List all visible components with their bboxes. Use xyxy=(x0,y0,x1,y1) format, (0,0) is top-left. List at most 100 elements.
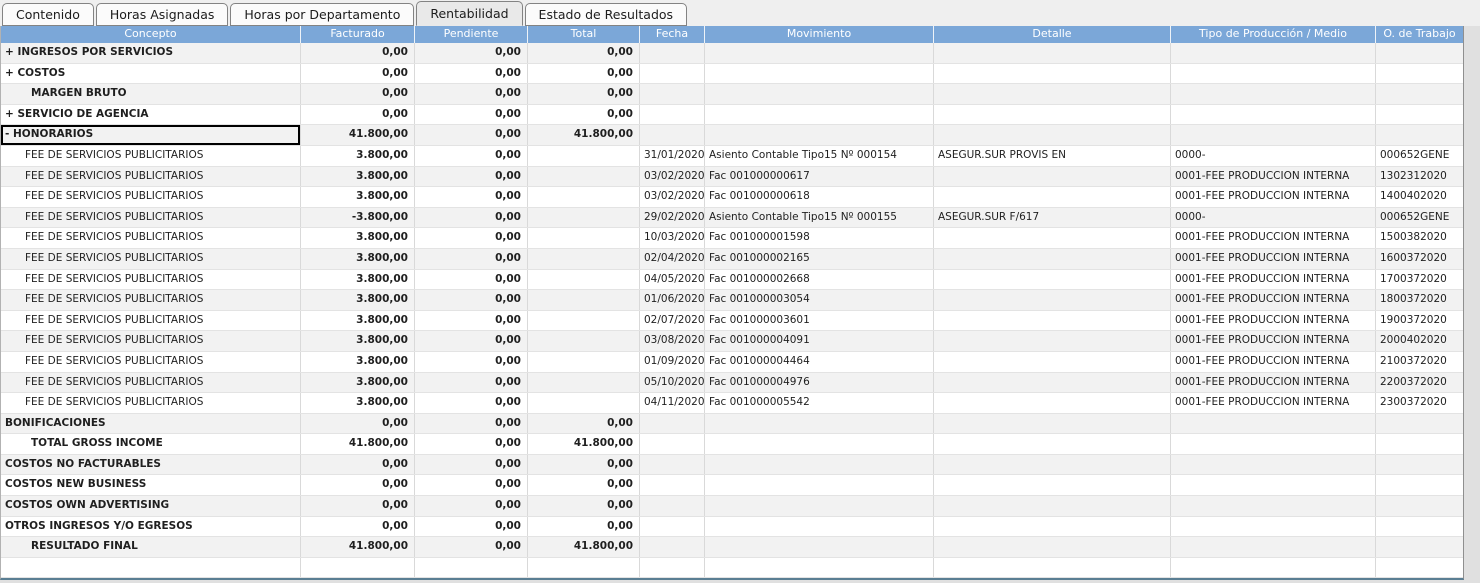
cell-pendiente[interactable]: 0,00 xyxy=(415,145,528,166)
table-row[interactable]: FEE DE SERVICIOS PUBLICITARIOS 3.800,00 0,… xyxy=(1,187,1463,208)
cell-concepto[interactable]: COSTOS NO FACTURABLES xyxy=(1,454,301,475)
cell-concepto[interactable]: COSTOS NEW BUSINESS xyxy=(1,475,301,496)
cell-movimiento[interactable]: Fac 001000003601 xyxy=(705,310,934,331)
cell-pendiente[interactable]: 0,00 xyxy=(415,228,528,248)
cell-total[interactable]: 41.800,00 xyxy=(528,125,640,145)
cell-movimiento[interactable]: Fac 001000002165 xyxy=(705,248,934,269)
table-row[interactable]: FEE DE SERVICIOS PUBLICITARIOS 3.800,00 0,… xyxy=(1,372,1463,394)
column-header-orden[interactable]: O. de Trabajo xyxy=(1383,27,1456,40)
table-row[interactable]: RESULTADO FINAL 41.800,00 0,00 41.800,00 xyxy=(1,537,1463,558)
cell-total[interactable] xyxy=(528,393,640,413)
cell-tipo[interactable] xyxy=(1171,43,1376,63)
cell-facturado[interactable]: 0,00 xyxy=(301,454,415,475)
cell-orden[interactable] xyxy=(1376,105,1463,125)
column-header-tipo[interactable]: Tipo de Producción / Medio xyxy=(1171,26,1376,43)
cell-facturado[interactable]: -3.800,00 xyxy=(301,207,415,228)
cell-tipo[interactable]: 0001-FEE PRODUCCION INTERNA xyxy=(1171,290,1376,310)
cell-fecha[interactable] xyxy=(640,63,705,84)
cell-facturado[interactable]: 3.800,00 xyxy=(301,351,415,372)
cell-concepto[interactable]: OTROS INGRESOS Y/O EGRESOS xyxy=(1,516,301,537)
table-row[interactable]: TOTAL GROSS INCOME 41.800,00 0,00 41.800,00 xyxy=(1,434,1463,455)
table-row[interactable]: MARGEN BRUTO 0,00 0,00 0,00 xyxy=(1,84,1463,105)
cell-orden[interactable]: 2000402020 xyxy=(1380,334,1447,347)
cell-concepto[interactable] xyxy=(1,557,301,578)
cell-fecha[interactable] xyxy=(640,516,705,537)
cell-concepto[interactable]: FEE DE SERVICIOS PUBLICITARIOS xyxy=(1,248,301,269)
cell-total[interactable] xyxy=(528,351,640,372)
cell-pendiente[interactable]: 0,00 xyxy=(415,496,528,516)
cell-movimiento[interactable] xyxy=(705,434,934,454)
cell-movimiento[interactable] xyxy=(705,516,934,537)
cell-detalle[interactable] xyxy=(934,63,1171,84)
cell-concepto[interactable]: FEE DE SERVICIOS PUBLICITARIOS xyxy=(1,372,301,393)
cell-pendiente[interactable]: 0,00 xyxy=(415,454,528,475)
cell-total[interactable]: 0,00 xyxy=(528,84,640,104)
cell-pendiente[interactable]: 0,00 xyxy=(415,372,528,393)
cell-tipo[interactable] xyxy=(1171,516,1376,537)
cell-orden[interactable]: 2300372020 xyxy=(1380,396,1447,409)
cell-total[interactable]: 0,00 xyxy=(528,413,640,434)
cell-total[interactable] xyxy=(528,207,640,228)
cell-facturado[interactable]: 3.800,00 xyxy=(301,269,415,290)
cell-fecha[interactable]: 10/03/2020 xyxy=(640,228,705,248)
cell-total[interactable]: 0,00 xyxy=(528,475,640,496)
cell-tipo[interactable]: 0001-FEE PRODUCCION INTERNA xyxy=(1171,248,1376,269)
cell-total[interactable] xyxy=(528,290,640,310)
cell-detalle[interactable] xyxy=(934,372,1171,393)
cell-orden[interactable]: 1600372020 xyxy=(1380,251,1447,264)
cell-movimiento[interactable] xyxy=(705,496,934,516)
cell-detalle[interactable] xyxy=(934,454,1171,475)
cell-concepto[interactable]: FEE DE SERVICIOS PUBLICITARIOS xyxy=(1,207,301,228)
cell-detalle[interactable] xyxy=(934,331,1171,351)
cell-facturado[interactable]: 0,00 xyxy=(301,43,415,63)
cell-orden[interactable]: 1900372020 xyxy=(1380,313,1447,326)
cell-orden[interactable] xyxy=(1376,43,1463,63)
cell-total[interactable] xyxy=(528,248,640,269)
cell-facturado[interactable]: 3.800,00 xyxy=(301,372,415,393)
cell-fecha[interactable]: 03/08/2020 xyxy=(640,331,705,351)
cell-tipo[interactable]: 0001-FEE PRODUCCION INTERNA xyxy=(1171,228,1376,248)
cell-detalle[interactable] xyxy=(934,475,1171,496)
cell-detalle[interactable] xyxy=(934,516,1171,537)
column-header-detalle[interactable]: Detalle xyxy=(934,26,1171,43)
cell-fecha[interactable]: 31/01/2020 xyxy=(640,145,705,166)
cell-fecha[interactable] xyxy=(640,125,705,145)
cell-fecha[interactable] xyxy=(640,454,705,475)
cell-fecha[interactable] xyxy=(640,496,705,516)
cell-tipo[interactable] xyxy=(1171,454,1376,475)
cell-facturado[interactable]: 3.800,00 xyxy=(301,310,415,331)
cell-detalle[interactable] xyxy=(934,434,1171,454)
cell-tipo[interactable]: 0001-FEE PRODUCCION INTERNA xyxy=(1171,372,1376,393)
cell-total[interactable] xyxy=(528,187,640,207)
table-row[interactable]: FEE DE SERVICIOS PUBLICITARIOS 3.800,00 0,… xyxy=(1,145,1463,167)
column-header-pendiente[interactable]: Pendiente xyxy=(415,26,528,43)
cell-concepto[interactable]: BONIFICACIONES xyxy=(1,413,301,434)
column-header-fecha[interactable]: Fecha xyxy=(640,26,705,43)
table-row[interactable]: FEE DE SERVICIOS PUBLICITARIOS 3.800,00 0,… xyxy=(1,290,1463,311)
cell-detalle[interactable] xyxy=(934,496,1171,516)
cell-movimiento[interactable]: Fac 001000001598 xyxy=(705,228,934,248)
cell-detalle[interactable] xyxy=(934,43,1171,63)
cell-movimiento[interactable] xyxy=(705,125,934,145)
cell-orden[interactable] xyxy=(1376,434,1463,454)
table-row[interactable]: FEE DE SERVICIOS PUBLICITARIOS 3.800,00 0,… xyxy=(1,393,1463,414)
cell-detalle[interactable] xyxy=(934,537,1171,557)
table-row[interactable]: + INGRESOS POR SERVICIOS 0,00 0,00 0,00 xyxy=(1,43,1463,64)
cell-detalle[interactable] xyxy=(934,393,1171,413)
cell-fecha[interactable] xyxy=(640,413,705,434)
cell-pendiente[interactable]: 0,00 xyxy=(415,166,528,187)
cell-concepto[interactable]: FEE DE SERVICIOS PUBLICITARIOS xyxy=(1,331,301,351)
cell-movimiento[interactable] xyxy=(705,63,934,84)
cell-orden[interactable] xyxy=(1376,496,1463,516)
cell-movimiento[interactable]: Fac 001000002668 xyxy=(705,269,934,290)
cell-pendiente[interactable]: 0,00 xyxy=(415,310,528,331)
cell-fecha[interactable]: 03/02/2020 xyxy=(640,187,705,207)
cell-fecha[interactable]: 03/02/2020 xyxy=(640,166,705,187)
cell-movimiento[interactable]: Fac 001000003054 xyxy=(705,290,934,310)
cell-pendiente[interactable]: 0,00 xyxy=(415,475,528,496)
table-row[interactable]: FEE DE SERVICIOS PUBLICITARIOS 3.800,00 0,… xyxy=(1,248,1463,270)
cell-concepto[interactable]: MARGEN BRUTO xyxy=(1,84,301,104)
cell-concepto[interactable]: FEE DE SERVICIOS PUBLICITARIOS xyxy=(1,228,301,248)
cell-orden[interactable]: 1500382020 xyxy=(1380,231,1447,244)
cell-detalle[interactable]: ASEGUR.SUR F/617 xyxy=(934,207,1171,228)
